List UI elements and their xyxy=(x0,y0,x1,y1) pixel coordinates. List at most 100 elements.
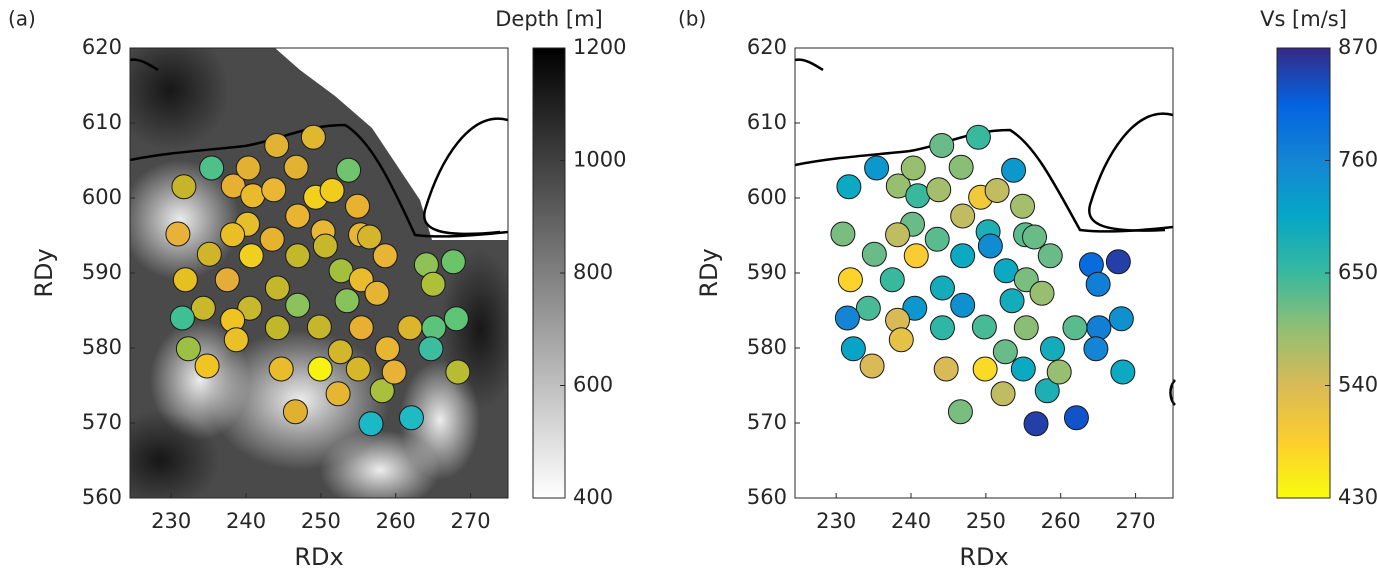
station xyxy=(381,359,407,385)
station xyxy=(972,356,998,382)
station xyxy=(220,222,246,248)
station xyxy=(836,174,862,200)
station xyxy=(1108,306,1134,332)
station xyxy=(837,267,863,293)
station xyxy=(965,124,991,150)
y-tick-label: 580 xyxy=(747,335,787,359)
colorbar-tick-label: 400 xyxy=(573,485,613,509)
station xyxy=(194,353,220,379)
station xyxy=(1086,315,1112,341)
station xyxy=(1001,157,1027,183)
station xyxy=(285,243,311,269)
station xyxy=(327,339,353,365)
station xyxy=(950,292,976,318)
colorbar xyxy=(1276,47,1331,499)
station xyxy=(1085,271,1111,297)
station xyxy=(971,314,997,340)
station xyxy=(196,241,222,267)
station xyxy=(345,356,371,382)
panel-label: (b) xyxy=(678,7,706,31)
station xyxy=(840,336,866,362)
y-tick-label: 560 xyxy=(747,485,787,509)
station xyxy=(261,177,287,203)
station xyxy=(1062,315,1088,341)
y-tick-label: 570 xyxy=(82,410,122,434)
colorbar-tick-label: 760 xyxy=(1338,148,1377,172)
station xyxy=(929,275,955,301)
colorbar-title: Vs [m/s] xyxy=(1260,7,1347,31)
station xyxy=(312,233,338,259)
colorbar xyxy=(532,47,566,499)
station xyxy=(992,339,1018,365)
station xyxy=(348,315,374,341)
station xyxy=(1029,280,1055,306)
station xyxy=(926,177,952,203)
station xyxy=(1110,359,1136,385)
colorbar-tick-label: 870 xyxy=(1338,35,1377,59)
station xyxy=(199,155,225,181)
station xyxy=(283,154,309,180)
station xyxy=(1083,336,1109,362)
x-tick-label: 250 xyxy=(301,509,341,533)
y-tick-label: 600 xyxy=(82,185,122,209)
station xyxy=(1063,405,1089,431)
station xyxy=(984,178,1010,203)
station xyxy=(238,243,264,269)
station xyxy=(285,203,311,229)
station xyxy=(445,359,471,385)
station xyxy=(905,183,931,209)
station xyxy=(172,267,198,293)
station xyxy=(259,226,285,252)
station xyxy=(885,222,911,248)
station xyxy=(929,315,955,341)
station xyxy=(369,378,395,404)
station xyxy=(282,399,308,425)
station xyxy=(1023,411,1049,437)
station xyxy=(268,356,294,382)
station xyxy=(357,224,383,250)
y-axis-label: RDy xyxy=(695,248,723,297)
depth-map xyxy=(130,48,508,498)
station xyxy=(1010,193,1036,219)
station xyxy=(235,155,261,181)
colorbar-tick-label: 1200 xyxy=(573,35,626,59)
station xyxy=(336,157,362,183)
station xyxy=(171,174,197,200)
y-tick-label: 610 xyxy=(747,110,787,134)
station xyxy=(398,405,424,431)
x-tick-label: 250 xyxy=(966,509,1006,533)
x-tick-label: 270 xyxy=(451,509,491,533)
station xyxy=(879,267,905,293)
station xyxy=(990,381,1016,407)
station xyxy=(1034,378,1060,404)
colorbar-tick-label: 650 xyxy=(1338,260,1377,284)
station xyxy=(223,327,249,353)
station xyxy=(364,280,390,306)
x-axis-label: RDx xyxy=(294,543,343,571)
colorbar-tick-label: 800 xyxy=(573,260,613,284)
station xyxy=(190,295,216,321)
station xyxy=(929,133,955,158)
station xyxy=(264,133,290,158)
station xyxy=(900,155,926,181)
station xyxy=(947,399,973,425)
station xyxy=(372,243,398,269)
station xyxy=(977,233,1003,259)
station xyxy=(175,336,201,362)
panel-label: (a) xyxy=(8,7,36,31)
station xyxy=(397,315,423,341)
x-tick-label: 240 xyxy=(891,509,931,533)
station xyxy=(864,155,890,181)
station xyxy=(420,271,446,297)
station xyxy=(834,305,860,331)
station xyxy=(345,193,371,219)
station xyxy=(950,243,976,269)
station xyxy=(1013,315,1039,341)
y-tick-label: 620 xyxy=(82,35,122,59)
station xyxy=(1039,336,1065,362)
station xyxy=(240,183,266,209)
colorbar-tick-label: 430 xyxy=(1338,485,1377,509)
y-tick-label: 590 xyxy=(747,260,787,284)
station xyxy=(325,381,351,407)
